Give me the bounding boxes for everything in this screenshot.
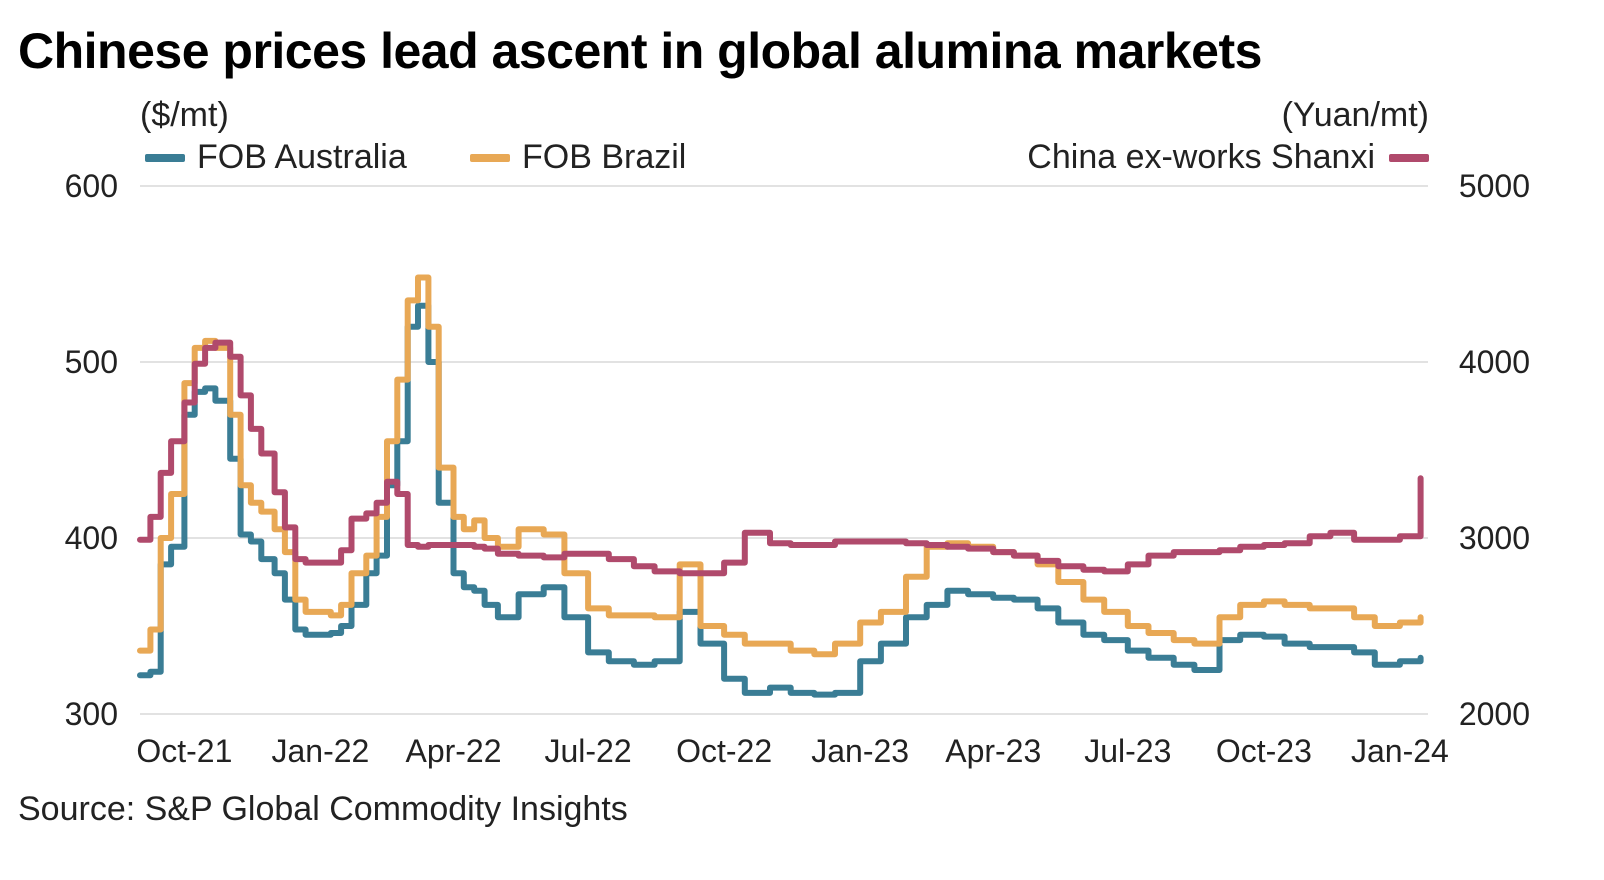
right-tick-label-3000: 3000 [1459, 520, 1530, 556]
legend-swatch-fob-brazil [470, 153, 510, 162]
series-line-china-ex-works-shanxi [137, 339, 1424, 577]
legend-item-fob-australia: FOB Australia [145, 138, 407, 177]
legend-label-fob-australia: FOB Australia [197, 138, 407, 176]
grid [140, 185, 1428, 715]
legend-label-china-ex-works-shanxi: China ex-works Shanxi [1027, 138, 1375, 176]
x-tick-label-apr-22: Apr-22 [405, 733, 501, 769]
left-tick-label-500: 500 [65, 344, 118, 380]
right-tick-label-4000: 4000 [1459, 344, 1530, 380]
x-tick-label-jan-23: Jan-23 [811, 733, 909, 769]
legend-item-fob-brazil: FOB Brazil [470, 138, 686, 177]
chart-title: Chinese prices lead ascent in global alu… [18, 23, 1262, 79]
series-lines [137, 274, 1424, 698]
x-tick-label-jul-23: Jul-23 [1084, 733, 1171, 769]
x-tick-label-oct-22: Oct-22 [676, 733, 772, 769]
right-axis-unit: (Yuan/mt) [1281, 96, 1429, 134]
x-tick-label-apr-23: Apr-23 [945, 733, 1041, 769]
axis-ticks: 600 500 400 300 5000 4000 3000 2000 Oct-21 Jan-22… [65, 168, 1530, 769]
legend-item-china-ex-works-shanxi: China ex-works Shanxi [1027, 138, 1429, 177]
x-tick-label-oct-21: Oct-21 [136, 733, 232, 769]
left-tick-label-400: 400 [65, 520, 118, 556]
x-tick-label-oct-23: Oct-23 [1216, 733, 1312, 769]
series-line-fob-brazil [137, 274, 1424, 658]
left-tick-label-600: 600 [65, 168, 118, 204]
x-tick-label-jan-22: Jan-22 [271, 733, 369, 769]
left-tick-label-300: 300 [65, 696, 118, 732]
legend-label-fob-brazil: FOB Brazil [522, 138, 687, 176]
right-tick-label-2000: 2000 [1459, 696, 1530, 732]
x-tick-label-jul-22: Jul-22 [544, 733, 631, 769]
right-tick-label-5000: 5000 [1459, 168, 1530, 204]
legend-swatch-fob-australia [145, 153, 185, 162]
legend-swatch-china-ex-works-shanxi [1389, 153, 1429, 162]
series-line-fob-australia [137, 302, 1424, 698]
left-axis-unit: ($/mt) [140, 96, 229, 134]
x-tick-label-jan-24: Jan-24 [1351, 733, 1449, 769]
source-note: Source: S&P Global Commodity Insights [18, 790, 628, 828]
